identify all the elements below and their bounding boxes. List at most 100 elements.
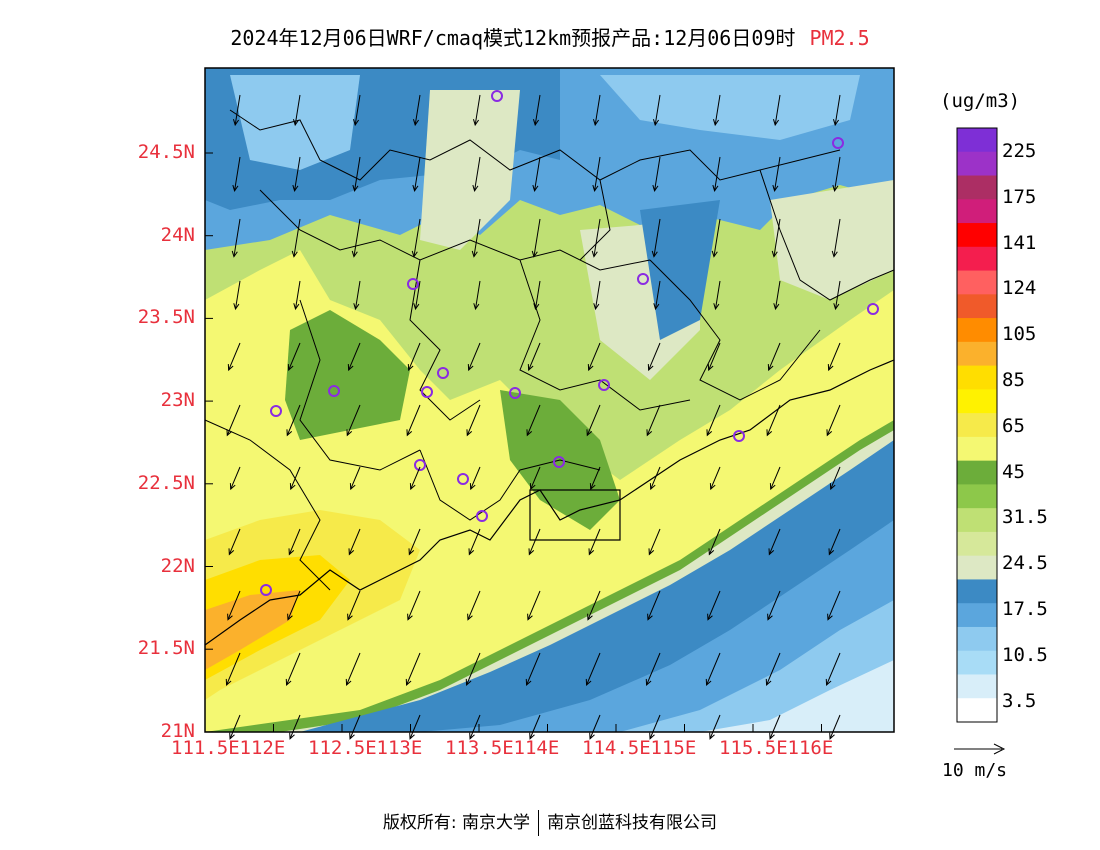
map-frame — [204, 67, 895, 733]
wind-arrow — [351, 218, 361, 258]
wind-arrow — [407, 342, 421, 372]
wind-arrow — [471, 218, 481, 258]
station-marker[interactable] — [260, 584, 272, 596]
colorbar-segment — [957, 389, 997, 414]
colorbar-label: 124 — [1002, 277, 1037, 300]
colorbar-label: 24.5 — [1002, 552, 1048, 575]
station-marker[interactable] — [476, 510, 488, 522]
wind-arrow — [348, 528, 361, 556]
station-marker[interactable] — [832, 137, 844, 149]
wind-arrow — [291, 218, 301, 258]
very-low-zone-north — [230, 75, 360, 170]
wind-arrow — [473, 280, 481, 311]
station-marker[interactable] — [637, 273, 649, 285]
wind-arrow — [232, 94, 241, 127]
colorbar-segment — [957, 413, 997, 438]
station-marker[interactable] — [733, 430, 745, 442]
wind-arrow — [769, 714, 781, 740]
station-marker[interactable] — [553, 456, 565, 468]
wind-arrow — [292, 94, 301, 127]
colorbar-segment — [957, 484, 997, 509]
wind-arrow — [826, 404, 841, 437]
station-marker[interactable] — [867, 303, 879, 315]
wind-arrow — [467, 590, 481, 621]
station-marker[interactable] — [457, 473, 469, 485]
wind-arrow — [289, 714, 301, 740]
wind-arrow — [647, 590, 661, 621]
wind-arrow — [712, 156, 721, 192]
wind-arrow — [589, 466, 601, 491]
colorbar-segment — [957, 555, 997, 580]
station-marker[interactable] — [414, 459, 426, 471]
wind-arrow — [649, 714, 661, 740]
wind-arrow — [233, 280, 241, 311]
wind-arrow — [412, 94, 421, 127]
wind-arrow — [533, 280, 541, 311]
wind-arrow — [833, 280, 841, 311]
wind-arrow — [472, 94, 481, 127]
very-low-zone-northeast — [600, 75, 860, 140]
wind-arrow — [469, 714, 481, 740]
station-marker[interactable] — [421, 386, 433, 398]
wind-arrow — [713, 280, 721, 311]
copyright-footer: 版权所有: 南京大学 南京创蓝科技有限公司 — [0, 808, 1100, 836]
wind-arrow — [408, 528, 421, 556]
longitude-label: 112E — [239, 737, 286, 759]
station-marker[interactable] — [270, 405, 282, 417]
wind-arrow — [829, 466, 841, 491]
wind-arrow — [651, 218, 661, 258]
longitude-label: 111.5E — [171, 737, 240, 759]
longitude-label: 115E — [650, 737, 697, 759]
colorbar-segment — [957, 531, 997, 557]
wind-arrow — [711, 218, 721, 258]
wind-arrow — [531, 218, 541, 258]
wind-arrow — [287, 590, 301, 621]
wind-arrow — [353, 280, 361, 311]
station-marker[interactable] — [437, 367, 449, 379]
longitude-label: 112.5E — [308, 737, 377, 759]
wind-arrow — [827, 342, 841, 372]
wind-arrow — [586, 404, 601, 437]
station-marker[interactable] — [491, 90, 503, 102]
latitude-label: 21.5N — [137, 637, 195, 660]
concentration-field — [205, 68, 894, 732]
wind-arrow — [347, 590, 361, 621]
latitude-label: 24.5N — [137, 141, 195, 163]
wind-arrow — [585, 652, 601, 687]
colorbar-label: 17.5 — [1002, 598, 1048, 620]
map-title: 2024年12月06日WRF/cmaq模式12km预报产品:12月06日09时 P… — [0, 22, 1100, 51]
wind-arrow — [289, 466, 301, 491]
wind-arrow — [707, 342, 721, 372]
station-marker[interactable] — [509, 387, 521, 399]
wind-arrow — [527, 590, 541, 621]
longitude-label: 116E — [787, 737, 834, 759]
wind-arrow — [287, 342, 301, 372]
wind-arrow — [413, 280, 421, 311]
wind-arrow — [706, 404, 721, 437]
wind-arrow — [708, 528, 721, 556]
colorbar-label: 105 — [1002, 323, 1037, 346]
wind-arrow — [292, 156, 301, 192]
footer-separator — [538, 810, 540, 836]
wind-arrow — [409, 714, 421, 740]
station-marker[interactable] — [328, 385, 340, 397]
peak-zone-southwest — [205, 590, 300, 670]
wind-arrow — [652, 156, 661, 192]
colorbar-segment — [957, 579, 997, 604]
station-marker[interactable] — [407, 278, 419, 290]
light-zone-east — [770, 180, 894, 300]
wind-reference-arrow — [954, 743, 1006, 755]
wind-arrow — [527, 342, 541, 372]
colorbar-label: 225 — [1002, 140, 1037, 162]
wind-arrow — [229, 714, 241, 740]
wind-arrow — [411, 218, 421, 258]
wind-arrow — [472, 156, 481, 192]
colorbar-label: 65 — [1002, 414, 1025, 437]
wind-arrow — [588, 528, 601, 556]
wind-arrow — [647, 342, 661, 372]
wind-arrow — [286, 404, 301, 437]
sea-cleanest-zone — [700, 660, 894, 732]
latitude-label: 22.5N — [137, 471, 195, 494]
station-marker[interactable] — [598, 379, 610, 391]
